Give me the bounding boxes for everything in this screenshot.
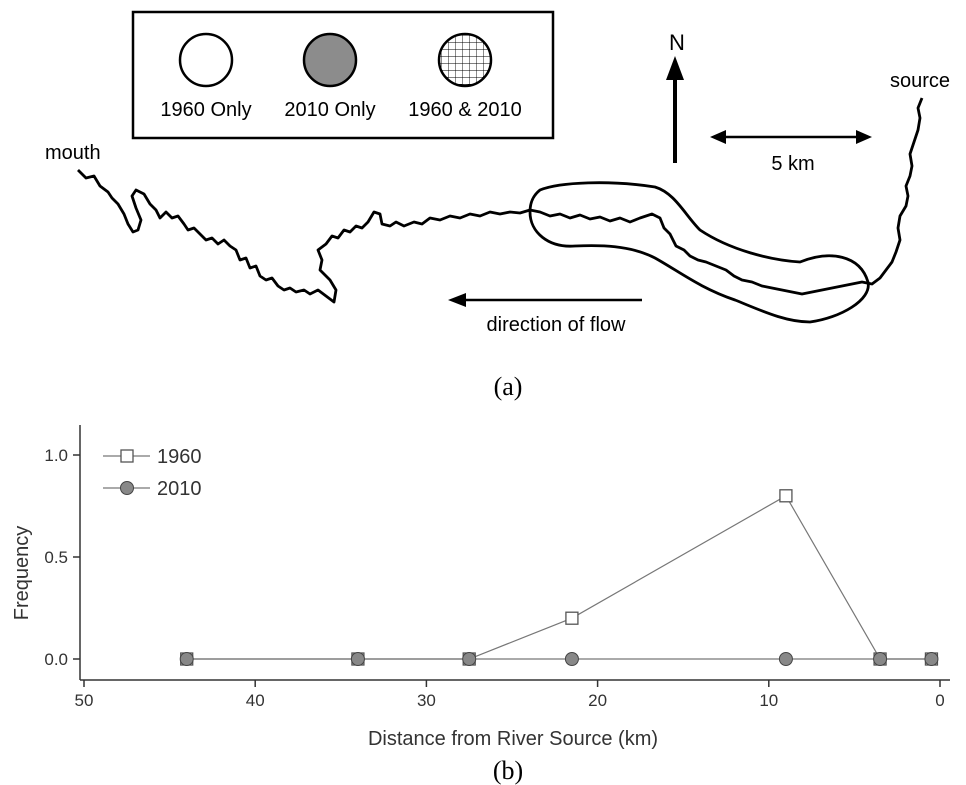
point-2010	[179, 652, 194, 666]
x-axis-label: Distance from River Source (km)	[368, 728, 658, 750]
mouth-label: mouth	[45, 142, 101, 164]
x-tick-label: 20	[588, 691, 607, 710]
north-label: N	[669, 30, 685, 55]
river-line	[77, 97, 924, 304]
panel-a-caption: (a)	[494, 372, 523, 401]
chart-axes	[79, 425, 950, 681]
chart-legend: 1960 2010	[103, 446, 202, 500]
x-tick-label: 50	[75, 691, 94, 710]
series-line-1960	[186, 494, 932, 660]
legend-label-1960: 1960	[157, 446, 202, 468]
legend-label-2010: 2010	[157, 478, 202, 500]
map-legend: 1960 Only 2010 Only 1960 & 2010	[131, 10, 555, 140]
point-2010	[873, 652, 888, 666]
legend-filled-circle	[302, 32, 358, 88]
y-axis-label: Frequency	[11, 526, 33, 621]
point-2010	[924, 652, 939, 666]
legend-hatched-circle	[437, 32, 493, 88]
x-tick-label: 0	[935, 691, 944, 710]
x-tick-label: 40	[246, 691, 265, 710]
scale-label: 5 km	[771, 153, 814, 175]
point-1960	[779, 489, 793, 503]
panel-b-caption: (b)	[493, 756, 523, 785]
source-label: source	[890, 70, 950, 92]
chart-ticks: 50 40 30 20 10 00.00.51.0	[44, 446, 944, 710]
x-tick-label: 10	[759, 691, 778, 710]
north-arrow: N	[666, 30, 685, 163]
y-tick-label: 0.5	[44, 548, 68, 567]
legend-marker-2010	[120, 481, 134, 495]
legend-label-1960-only: 1960 Only	[160, 99, 251, 121]
point-2010	[462, 652, 477, 666]
point-1960	[565, 611, 579, 625]
legend-label-both: 1960 & 2010	[408, 99, 521, 121]
legend-open-circle	[178, 32, 234, 88]
study-reach-outline	[528, 181, 870, 324]
point-2010	[350, 652, 365, 666]
panel-a-map: 1960 Only 2010 Only 1960 & 2010 N 5 km d…	[45, 10, 950, 336]
point-2010	[778, 652, 793, 666]
x-tick-label: 30	[417, 691, 436, 710]
legend-label-2010-only: 2010 Only	[284, 99, 375, 121]
y-tick-label: 1.0	[44, 446, 68, 465]
y-tick-label: 0.0	[44, 650, 68, 669]
flow-arrow: direction of flow	[448, 293, 642, 336]
flow-label: direction of flow	[487, 314, 627, 336]
point-2010	[564, 652, 579, 666]
scale-bar: 5 km	[710, 130, 872, 175]
chart-series	[179, 489, 939, 666]
legend-marker-1960	[120, 449, 134, 463]
